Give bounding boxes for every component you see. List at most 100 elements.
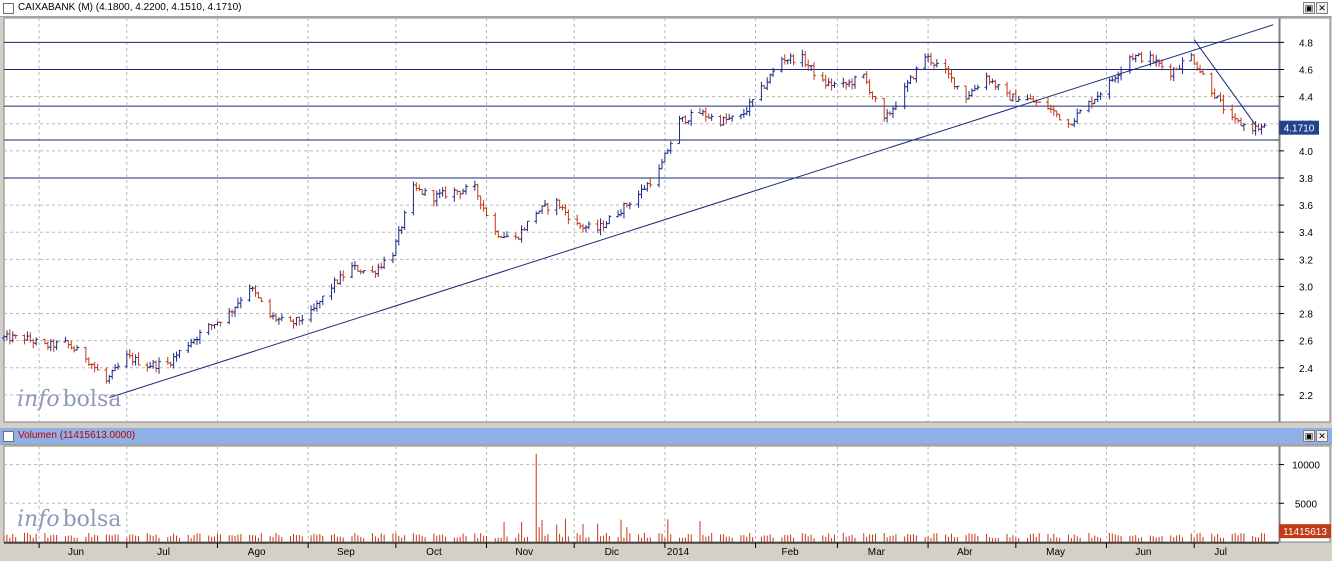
ohlc-bar bbox=[1160, 59, 1165, 71]
ohlc-bar bbox=[1057, 113, 1062, 121]
maximize-icon[interactable]: ▣ bbox=[1303, 2, 1315, 14]
ohlc-bar bbox=[259, 297, 264, 302]
volume-chart: 5000 10000 11415613 Jun Jul Ago Sep Oct Nov Dic 20… bbox=[3, 445, 1331, 558]
last-volume-label: 11415613 bbox=[1283, 527, 1327, 538]
ohlc-bar bbox=[116, 362, 121, 370]
ohlc-bar bbox=[34, 337, 39, 346]
ohlc-bar bbox=[791, 54, 796, 66]
ohlc-bar bbox=[566, 209, 571, 225]
ohlc-bar bbox=[320, 295, 325, 305]
y-tick-label: 3.0 bbox=[1299, 282, 1313, 293]
price-axis-area bbox=[1279, 17, 1331, 423]
y-tick-label: 5000 bbox=[1295, 499, 1318, 510]
ohlc-bar bbox=[54, 340, 59, 351]
ohlc-bar bbox=[443, 186, 448, 199]
ohlc-bar bbox=[136, 352, 141, 366]
ohlc-bar bbox=[668, 141, 673, 154]
ohlc-bar bbox=[1139, 51, 1144, 63]
window-menu-icon[interactable] bbox=[3, 3, 14, 14]
ohlc-bar bbox=[832, 81, 837, 88]
y-tick-label: 2.6 bbox=[1299, 337, 1313, 348]
ohlc-bar bbox=[955, 85, 960, 90]
y-tick-label: 2.4 bbox=[1299, 364, 1313, 375]
ohlc-bar bbox=[13, 334, 18, 339]
ohlc-bar bbox=[423, 187, 428, 197]
ohlc-bar bbox=[689, 109, 694, 126]
ohlc-bar bbox=[300, 314, 305, 325]
ohlc-bar bbox=[1037, 101, 1042, 103]
last-volume-badge bbox=[1279, 524, 1331, 539]
x-tick-label: Jun bbox=[68, 547, 84, 558]
y-tick-label: 2.2 bbox=[1299, 391, 1313, 402]
x-tick-label: 2014 bbox=[667, 547, 690, 558]
ohlc-bar bbox=[1200, 68, 1205, 76]
price-plot-area bbox=[3, 17, 1280, 423]
volume-titlebar: Volumen (11415613.0000) ▣ ✕ bbox=[0, 428, 1332, 445]
ohlc-bar bbox=[1262, 123, 1267, 128]
maximize-icon[interactable]: ▣ bbox=[1303, 430, 1315, 442]
ohlc-bar bbox=[627, 202, 632, 210]
window-menu-icon[interactable] bbox=[3, 431, 14, 442]
price-panel-title: CAIXABANK (M) (4.1800, 4.2200, 4.1510, 4… bbox=[18, 2, 242, 13]
ohlc-bar bbox=[1180, 57, 1185, 74]
price-titlebar: CAIXABANK (M) (4.1800, 4.2200, 4.1510, 4… bbox=[0, 0, 1332, 17]
ohlc-bar bbox=[464, 184, 469, 195]
y-tick-label: 4.4 bbox=[1299, 93, 1313, 104]
y-tick-label: 3.6 bbox=[1299, 201, 1313, 212]
ohlc-bar bbox=[279, 314, 284, 322]
ohlc-bar bbox=[545, 203, 550, 215]
ohlc-bar bbox=[1241, 122, 1246, 131]
watermark-logo: info bolsa bbox=[17, 387, 121, 412]
watermark-logo: info bolsa bbox=[17, 507, 121, 532]
y-tick-label: 4.6 bbox=[1299, 66, 1313, 77]
ohlc-bar bbox=[402, 210, 407, 230]
volume-plot-area bbox=[3, 445, 1280, 543]
ohlc-bar bbox=[750, 98, 755, 107]
ohlc-bar bbox=[95, 363, 100, 371]
ohlc-bar bbox=[1016, 95, 1021, 102]
ohlc-bar bbox=[709, 113, 714, 121]
ohlc-bar bbox=[1078, 109, 1083, 114]
y-tick-label: 3.2 bbox=[1299, 255, 1313, 266]
ohlc-bar bbox=[504, 231, 509, 238]
ohlc-bar bbox=[484, 207, 489, 217]
ohlc-bar bbox=[361, 270, 366, 274]
ohlc-bar bbox=[607, 215, 612, 225]
y-tick-label: 4.0 bbox=[1299, 147, 1313, 158]
ohlc-bar bbox=[893, 101, 898, 111]
ohlc-bar bbox=[730, 115, 735, 122]
ohlc-bar bbox=[525, 220, 530, 232]
trendline bbox=[109, 24, 1274, 399]
ohlc-bar bbox=[382, 256, 387, 270]
y-tick-label: 2.8 bbox=[1299, 310, 1313, 321]
y-tick-label: 4.8 bbox=[1299, 38, 1313, 49]
x-tick-label: Dic bbox=[605, 547, 619, 558]
ohlc-bar bbox=[975, 84, 980, 91]
x-tick-label: Abr bbox=[957, 547, 973, 558]
x-tick-label: Oct bbox=[426, 547, 442, 558]
ohlc-bar bbox=[197, 329, 202, 344]
ohlc-bar bbox=[648, 178, 653, 188]
close-icon[interactable]: ✕ bbox=[1316, 430, 1328, 442]
ohlc-bar bbox=[238, 296, 243, 309]
x-tick-label: May bbox=[1046, 547, 1065, 558]
volume-panel-title: Volumen (11415613.0000) bbox=[18, 430, 136, 441]
ohlc-bar bbox=[914, 66, 919, 83]
ohlc-bar bbox=[177, 349, 182, 359]
ohlc-bar bbox=[1221, 94, 1226, 114]
close-icon[interactable]: ✕ bbox=[1316, 2, 1328, 14]
x-tick-label: Feb bbox=[781, 547, 799, 558]
y-tick-label: 10000 bbox=[1292, 461, 1320, 472]
x-tick-label: Mar bbox=[868, 547, 886, 558]
price-chart: 2.22.42.62.83.03.23.43.63.84.04.24.44.64… bbox=[2, 17, 1331, 423]
ohlc-bar bbox=[75, 345, 80, 351]
ohlc-bar bbox=[1098, 91, 1103, 100]
ohlc-bar bbox=[771, 67, 776, 78]
volume-panel: Volumen (11415613.0000) ▣ ✕ 5000 10000 114… bbox=[0, 428, 1332, 561]
ohlc-bar bbox=[873, 96, 878, 103]
ohlc-bar bbox=[218, 321, 223, 327]
last-price-badge bbox=[1279, 120, 1319, 135]
x-tick-label: Jul bbox=[1214, 547, 1227, 558]
ohlc-bar bbox=[934, 59, 939, 68]
ohlc-bar bbox=[812, 62, 817, 80]
